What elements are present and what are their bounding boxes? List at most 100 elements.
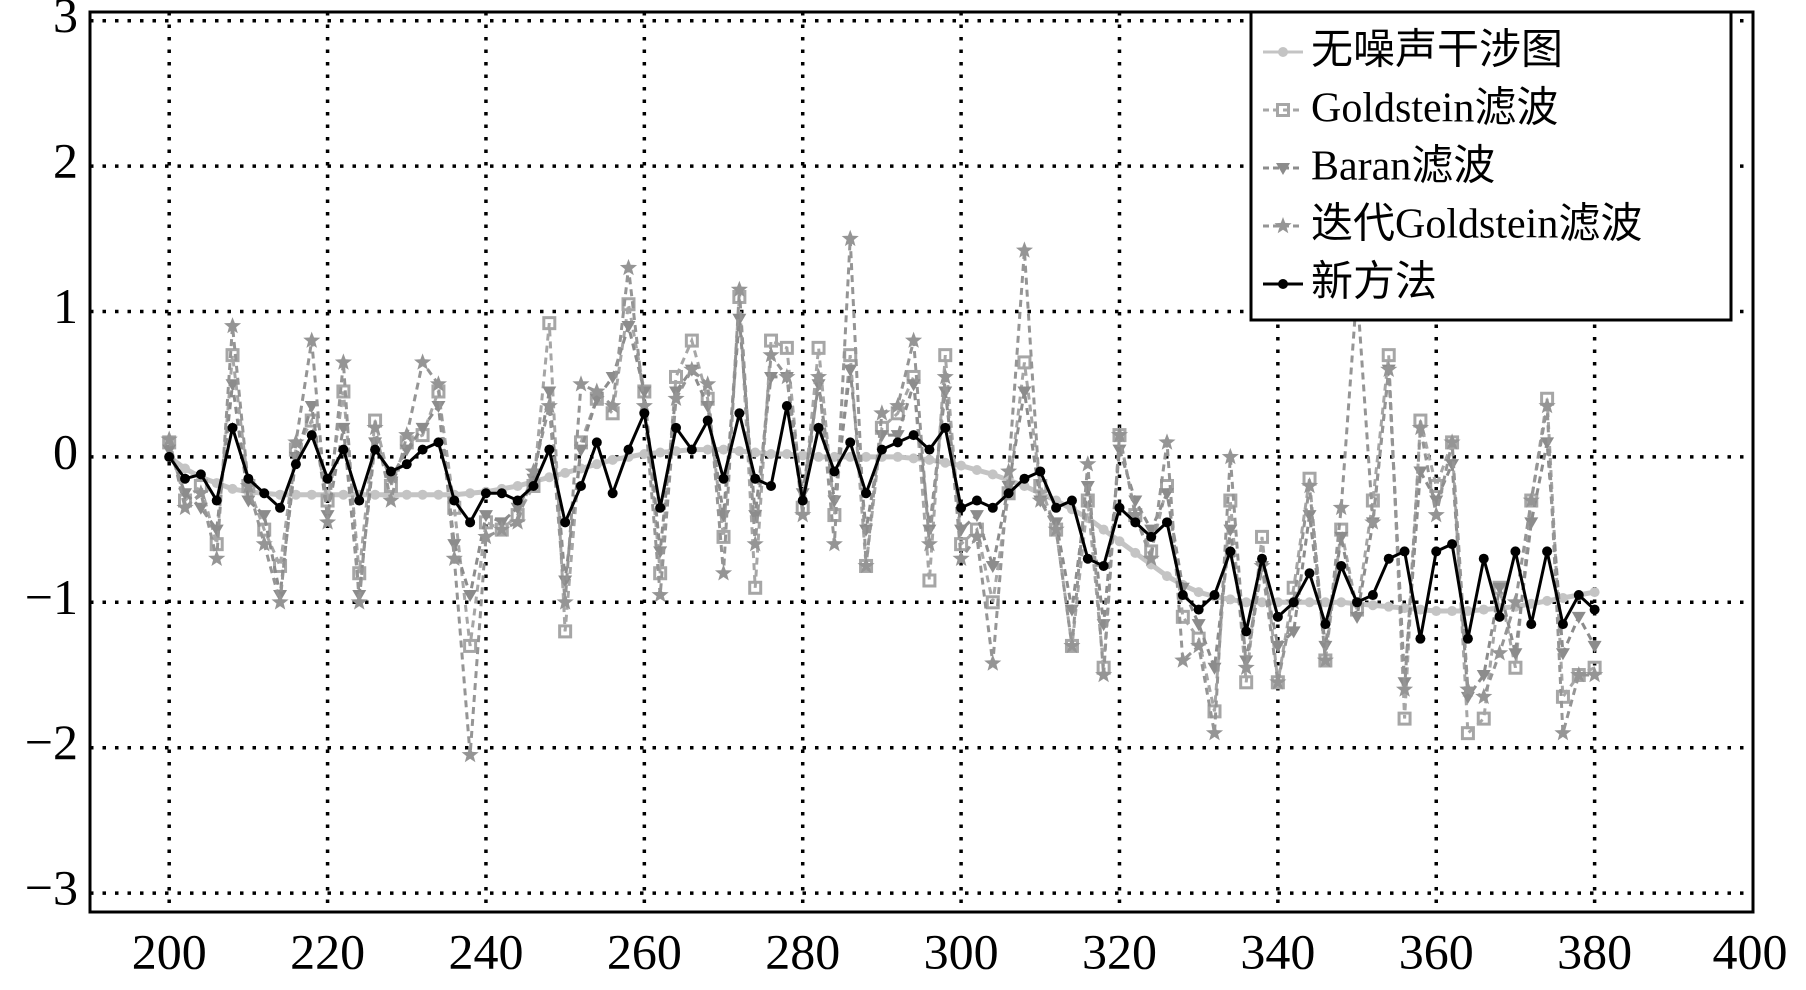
marker-star <box>303 331 321 348</box>
marker-square <box>1555 689 1570 704</box>
marker-triangle <box>209 524 224 537</box>
marker-triangle <box>890 430 905 443</box>
marker-star <box>509 513 527 530</box>
marker-triangle <box>431 401 446 414</box>
marker-circle <box>766 480 777 491</box>
marker-circle <box>1510 546 1521 557</box>
marker-circle <box>544 444 555 455</box>
marker-triangle <box>954 524 969 537</box>
marker-star <box>1380 360 1398 377</box>
marker-triangle <box>1191 619 1206 632</box>
marker-star <box>1000 462 1018 479</box>
marker-triangle <box>1001 480 1016 493</box>
marker-circle <box>1462 606 1473 617</box>
x-tick-label: 200 <box>132 923 207 979</box>
marker-star <box>873 404 891 421</box>
marker-square <box>669 369 684 384</box>
marker-circle <box>1114 502 1125 513</box>
marker-circle <box>971 495 982 506</box>
legend-label: Goldstein滤波 <box>1311 86 1558 132</box>
marker-circle <box>671 446 682 457</box>
marker-circle <box>829 466 840 477</box>
marker-circle <box>560 517 571 528</box>
marker-triangle <box>415 422 430 435</box>
marker-star <box>588 382 606 399</box>
marker-star <box>1570 666 1588 683</box>
marker-triangle <box>1492 582 1507 595</box>
marker-circle <box>180 473 191 484</box>
marker-circle <box>655 447 666 458</box>
marker-star <box>841 229 859 247</box>
marker-circle <box>385 466 396 477</box>
marker-circle <box>338 489 349 500</box>
marker-circle <box>164 451 175 462</box>
marker-triangle <box>748 510 763 523</box>
marker-square <box>1175 609 1190 624</box>
marker-circle <box>1478 604 1489 615</box>
marker-circle <box>813 451 824 462</box>
marker-circle <box>465 517 476 528</box>
marker-triangle <box>1571 611 1586 624</box>
marker-circle <box>1177 590 1188 601</box>
marker-triangle <box>1587 640 1602 653</box>
marker-star <box>1522 491 1540 508</box>
marker-circle <box>1399 546 1410 557</box>
marker-circle <box>892 437 903 448</box>
marker-circle <box>718 444 729 455</box>
marker-circle <box>940 422 951 433</box>
marker-circle <box>1415 633 1426 644</box>
marker-star <box>889 397 907 414</box>
marker-triangle <box>1555 648 1570 661</box>
marker-square <box>1223 493 1238 508</box>
marker-triangle <box>1524 517 1539 530</box>
marker-circle <box>1098 524 1109 535</box>
marker-circle <box>1193 604 1204 615</box>
marker-star <box>429 375 447 392</box>
marker-circle <box>591 437 602 448</box>
marker-circle <box>290 459 301 470</box>
marker-square <box>1397 711 1412 726</box>
marker-square <box>352 566 367 581</box>
marker-circle <box>781 401 792 412</box>
marker-circle <box>338 444 349 455</box>
marker-circle <box>702 444 713 455</box>
marker-square <box>1381 348 1396 363</box>
marker-star <box>1459 680 1477 697</box>
marker-star <box>984 654 1002 671</box>
marker-circle <box>306 430 317 441</box>
marker-circle <box>1320 619 1331 630</box>
marker-circle <box>512 495 523 506</box>
marker-triangle <box>304 401 319 414</box>
marker-circle <box>417 489 428 500</box>
marker-circle <box>1066 495 1077 506</box>
marker-star <box>1015 241 1033 258</box>
marker-circle <box>861 488 872 499</box>
marker-circle <box>259 488 270 499</box>
marker-circle <box>908 430 919 441</box>
marker-triangle <box>463 590 478 603</box>
marker-circle <box>1383 601 1394 612</box>
marker-square <box>922 573 937 588</box>
marker-triangle <box>1476 670 1491 683</box>
marker-star <box>445 549 463 566</box>
marker-circle <box>1320 597 1331 608</box>
marker-circle <box>401 489 412 500</box>
marker-square <box>542 316 557 331</box>
marker-circle <box>971 464 982 475</box>
marker-triangle <box>1540 437 1555 450</box>
marker-circle <box>718 473 729 484</box>
marker-circle <box>275 502 286 513</box>
marker-star <box>810 367 828 385</box>
legend-marker <box>1274 217 1292 234</box>
marker-circle <box>861 451 872 462</box>
marker-circle <box>1225 546 1236 557</box>
marker-circle <box>987 502 998 513</box>
marker-circle <box>734 408 745 419</box>
y-tick-label: 3 <box>53 0 78 43</box>
marker-circle <box>401 459 412 470</box>
marker-circle <box>1225 594 1236 605</box>
marker-star <box>287 433 305 450</box>
marker-star <box>366 418 384 436</box>
marker-triangle <box>764 371 779 384</box>
marker-circle <box>1383 553 1394 564</box>
